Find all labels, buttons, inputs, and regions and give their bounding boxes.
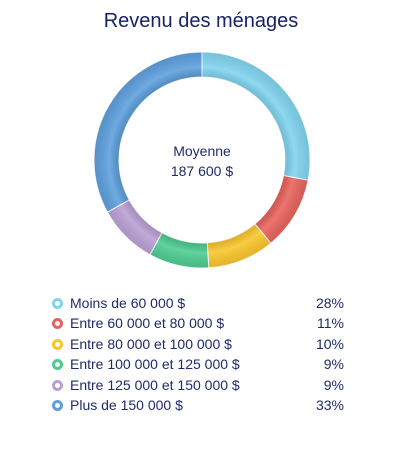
legend-item: Plus de 150 000 $ 33% bbox=[52, 395, 348, 415]
legend-item: Entre 80 000 et 100 000 $ 10% bbox=[52, 334, 348, 354]
donut-svg bbox=[94, 52, 310, 268]
legend-item: Entre 100 000 et 125 000 $ 9% bbox=[52, 354, 348, 374]
legend-item: Entre 125 000 et 150 000 $ 9% bbox=[52, 375, 348, 395]
legend-label: Entre 125 000 et 150 000 $ bbox=[70, 376, 240, 393]
legend-marker-icon bbox=[52, 298, 63, 309]
legend-marker-icon bbox=[52, 318, 63, 330]
legend-item: Entre 60 000 et 80 000 $ 11% bbox=[52, 313, 348, 333]
legend-value: 11% bbox=[317, 315, 344, 332]
legend-value: 9% bbox=[323, 376, 344, 393]
legend-label: Entre 60 000 et 80 000 $ bbox=[70, 315, 225, 332]
donut-chart: Moyenne 187 600 $ bbox=[94, 52, 310, 268]
center-label-title: Moyenne bbox=[173, 143, 231, 159]
legend-item: Moins de 60 000 $ 28% bbox=[52, 293, 348, 313]
center-label-value: 187 600 $ bbox=[170, 163, 234, 179]
legend-value: 10% bbox=[315, 335, 344, 352]
legend-label: Entre 80 000 et 100 000 $ bbox=[70, 335, 232, 352]
legend-value: 33% bbox=[315, 396, 344, 413]
legend-marker-icon bbox=[52, 359, 63, 371]
legend-label: Plus de 150 000 $ bbox=[70, 396, 183, 413]
legend-value: 9% bbox=[323, 356, 344, 373]
legend-marker-icon bbox=[52, 379, 63, 391]
legend-marker-icon bbox=[52, 338, 63, 350]
chart-legend: Moins de 60 000 $ 28% Entre 60 000 et 80… bbox=[52, 293, 348, 415]
chart-title: Revenu des ménages bbox=[103, 10, 299, 32]
legend-label: Entre 100 000 et 125 000 $ bbox=[70, 356, 240, 373]
legend-marker-icon bbox=[52, 399, 63, 411]
legend-value: 28% bbox=[315, 295, 344, 311]
legend-label: Moins de 60 000 $ bbox=[70, 295, 186, 311]
